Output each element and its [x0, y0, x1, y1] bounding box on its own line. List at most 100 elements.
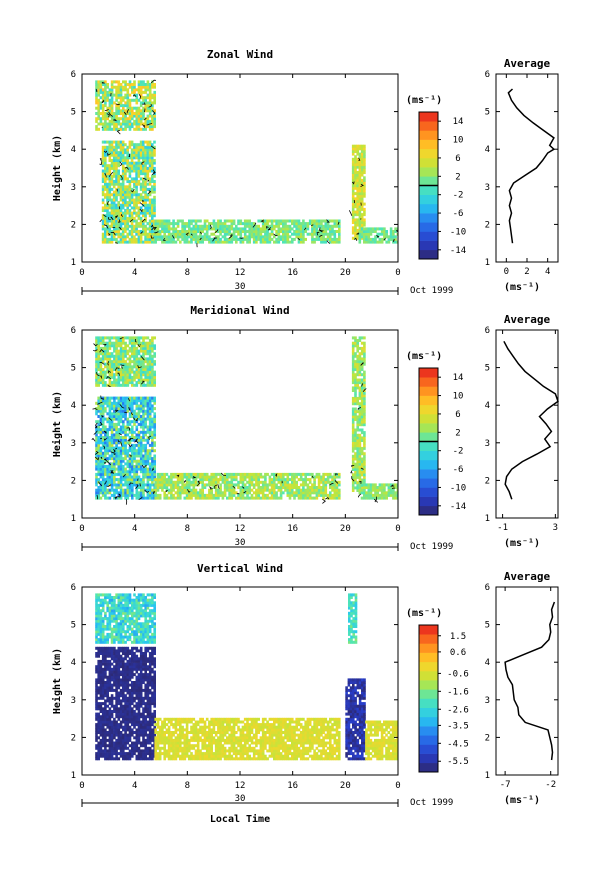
- heatmap-cell: [124, 96, 127, 100]
- heatmap-cell: [106, 206, 109, 210]
- heatmap-cell: [291, 488, 294, 492]
- heatmap-cell: [144, 368, 147, 371]
- heatmap-cell: [122, 415, 125, 418]
- heatmap-cell: [335, 475, 339, 479]
- heatmap-cell: [351, 186, 355, 190]
- profile-y-tick-label: 4: [485, 401, 490, 411]
- heatmap-cell: [338, 230, 341, 233]
- heatmap-cell: [252, 232, 256, 236]
- heatmap-cell: [248, 222, 251, 226]
- heatmap-cell: [110, 104, 114, 108]
- heatmap-cell: [131, 467, 134, 471]
- heatmap-cell: [142, 457, 145, 461]
- contour-segment: [118, 493, 121, 496]
- heatmap-cell: [119, 198, 123, 202]
- heatmap-cell: [101, 370, 105, 374]
- heatmap-cell: [223, 486, 227, 489]
- heatmap-cell: [117, 459, 121, 463]
- heatmap-cell: [110, 153, 114, 157]
- heatmap-cell: [108, 375, 112, 379]
- heatmap-cell: [257, 237, 260, 241]
- heatmap-cell: [228, 483, 231, 487]
- contour-segment: [357, 407, 362, 410]
- heatmap-cell: [335, 224, 339, 228]
- heatmap-cell: [151, 219, 154, 223]
- heatmap-cell: [356, 360, 359, 364]
- heatmap-cell: [356, 163, 359, 167]
- heatmap-cell: [119, 430, 123, 434]
- heatmap-cell: [139, 211, 143, 215]
- heatmap-cell: [338, 480, 341, 484]
- heatmap-cell: [137, 430, 141, 434]
- heatmap-cell: [351, 428, 355, 432]
- heatmap-cell: [95, 449, 98, 453]
- heatmap-cell: [104, 101, 107, 105]
- heatmap-cell: [124, 346, 127, 350]
- heatmap-cell: [148, 401, 152, 405]
- heatmap-cell: [121, 166, 125, 170]
- heatmap-cell: [360, 378, 364, 382]
- heatmap-cell: [255, 496, 258, 500]
- heatmap-cell: [273, 475, 276, 479]
- heatmap-cell: [124, 209, 127, 212]
- heatmap-cell: [354, 197, 357, 201]
- heatmap-cell: [194, 488, 198, 492]
- heatmap-cell: [317, 475, 321, 479]
- heatmap-cell: [122, 117, 125, 121]
- heatmap-cell: [128, 198, 132, 202]
- heatmap-cell: [101, 145, 105, 149]
- heatmap-cell: [104, 446, 107, 450]
- heatmap-cell: [255, 488, 258, 492]
- heatmap-cell: [110, 148, 114, 152]
- contour-segment: [360, 467, 365, 470]
- heatmap-cell: [106, 230, 109, 233]
- heatmap-cell: [148, 151, 152, 155]
- heatmap-cell: [139, 193, 143, 197]
- heatmap-cell: [106, 224, 109, 228]
- heatmap-cell: [144, 237, 147, 241]
- heatmap-cell: [172, 227, 175, 231]
- heatmap-cell: [104, 433, 107, 437]
- heatmap-cell: [230, 224, 234, 228]
- heatmap-cell: [108, 151, 112, 155]
- heatmap-cell: [221, 491, 225, 495]
- heatmap-cell: [146, 122, 150, 126]
- contour-segment: [119, 404, 123, 408]
- heatmap-cell: [148, 478, 152, 482]
- heatmap-cell: [360, 346, 364, 350]
- heatmap-cell: [351, 415, 355, 419]
- heatmap-cell: [99, 90, 103, 94]
- heatmap-cell: [119, 493, 123, 497]
- heatmap-cell: [146, 85, 150, 89]
- heatmap-cell: [335, 240, 339, 244]
- heatmap-cell: [148, 360, 152, 364]
- heatmap-cell: [119, 375, 123, 379]
- colorbar-swatch: [419, 231, 438, 241]
- heatmap-cell: [113, 354, 116, 358]
- heatmap-cell: [104, 486, 107, 489]
- colorbar-tick-label: 10: [453, 392, 464, 402]
- heatmap-cell: [99, 409, 103, 413]
- colorbar-tick-label: 2: [455, 428, 460, 438]
- heatmap-cell: [158, 232, 162, 236]
- heatmap-cell: [185, 491, 189, 495]
- heatmap-cell: [124, 169, 127, 173]
- heatmap-cell: [124, 373, 127, 377]
- heatmap-cell: [135, 206, 138, 210]
- heatmap-cell: [115, 148, 118, 152]
- heatmap-cell: [101, 219, 105, 223]
- heatmap-cell: [108, 383, 112, 387]
- heatmap-cell: [146, 177, 150, 181]
- heatmap-cell: [101, 378, 105, 382]
- heatmap-cell: [142, 214, 145, 218]
- heatmap-cell: [170, 235, 173, 239]
- heatmap-cell: [351, 420, 355, 424]
- heatmap-cell: [181, 483, 184, 487]
- heatmap-cell: [161, 472, 164, 476]
- heatmap-cell: [148, 222, 152, 226]
- heatmap-cell: [151, 349, 154, 353]
- heatmap-cell: [264, 237, 267, 241]
- heatmap-cell: [122, 436, 125, 439]
- heatmap-cell: [163, 493, 166, 497]
- heatmap-cell: [295, 235, 298, 239]
